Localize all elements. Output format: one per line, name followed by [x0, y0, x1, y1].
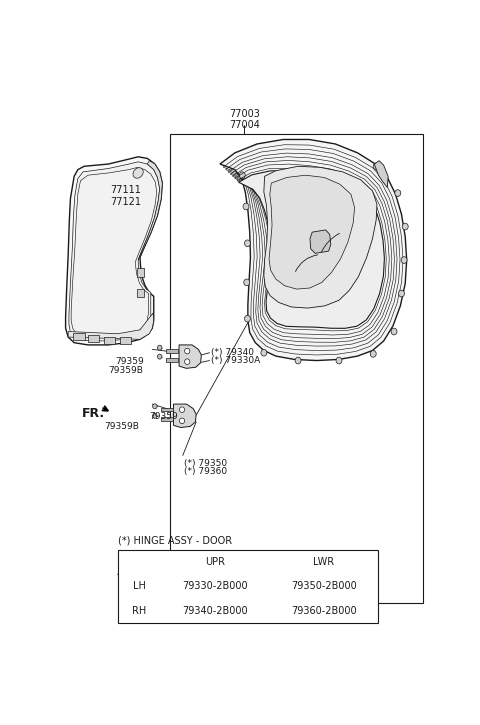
Polygon shape: [138, 161, 162, 260]
Ellipse shape: [391, 328, 397, 335]
Text: (*) HINGE ASSY - DOOR: (*) HINGE ASSY - DOOR: [118, 536, 232, 546]
Ellipse shape: [153, 404, 157, 409]
Polygon shape: [69, 162, 160, 341]
Ellipse shape: [180, 418, 185, 423]
Ellipse shape: [180, 407, 185, 413]
Text: RH: RH: [132, 606, 146, 616]
Ellipse shape: [373, 163, 379, 170]
Polygon shape: [173, 404, 196, 428]
Ellipse shape: [185, 359, 190, 365]
Ellipse shape: [243, 203, 249, 210]
Ellipse shape: [244, 240, 251, 247]
Ellipse shape: [133, 167, 143, 178]
Polygon shape: [310, 230, 331, 253]
Text: (*) 79340: (*) 79340: [211, 348, 253, 357]
Ellipse shape: [295, 357, 301, 364]
Polygon shape: [374, 161, 388, 188]
FancyBboxPatch shape: [104, 336, 115, 344]
FancyBboxPatch shape: [120, 337, 132, 344]
Text: 79330-2B000: 79330-2B000: [182, 581, 248, 592]
Polygon shape: [161, 408, 173, 411]
Text: 79359B: 79359B: [104, 422, 139, 431]
Text: LWR: LWR: [313, 558, 335, 568]
Polygon shape: [166, 358, 178, 362]
Bar: [118, 550, 378, 623]
Ellipse shape: [401, 257, 407, 263]
Text: (*) 79360: (*) 79360: [183, 467, 227, 476]
Polygon shape: [161, 418, 173, 420]
Ellipse shape: [244, 315, 251, 322]
Ellipse shape: [398, 290, 405, 297]
FancyBboxPatch shape: [73, 333, 84, 340]
Text: FR.: FR.: [83, 407, 106, 420]
Text: UPR: UPR: [205, 558, 225, 568]
Ellipse shape: [244, 279, 250, 286]
Polygon shape: [220, 139, 407, 360]
Polygon shape: [269, 175, 355, 289]
FancyBboxPatch shape: [88, 335, 99, 342]
FancyBboxPatch shape: [137, 268, 144, 278]
Text: (*) 79330A: (*) 79330A: [211, 356, 260, 365]
Ellipse shape: [402, 223, 408, 230]
Ellipse shape: [157, 345, 162, 350]
Ellipse shape: [370, 350, 376, 357]
Text: 79360-2B000: 79360-2B000: [291, 606, 357, 616]
Ellipse shape: [336, 357, 342, 364]
Polygon shape: [68, 313, 154, 339]
Ellipse shape: [395, 190, 401, 196]
Text: (*) 79350: (*) 79350: [183, 460, 227, 468]
Polygon shape: [179, 345, 202, 368]
Polygon shape: [264, 166, 377, 308]
Text: 77003
77004: 77003 77004: [228, 109, 260, 130]
Text: 79350-2B000: 79350-2B000: [291, 581, 357, 592]
Polygon shape: [166, 349, 178, 353]
Text: 77111
77121: 77111 77121: [110, 185, 141, 207]
Bar: [170, 134, 423, 603]
Ellipse shape: [240, 172, 245, 178]
Ellipse shape: [261, 349, 267, 356]
Text: 79359: 79359: [149, 412, 178, 421]
Text: LH: LH: [132, 581, 145, 592]
FancyBboxPatch shape: [137, 289, 144, 297]
Text: 79359: 79359: [115, 357, 144, 366]
Ellipse shape: [153, 413, 157, 418]
Ellipse shape: [157, 354, 162, 359]
Polygon shape: [239, 171, 384, 328]
Text: 79340-2B000: 79340-2B000: [182, 606, 248, 616]
Text: 79359B: 79359B: [108, 366, 143, 375]
Polygon shape: [66, 157, 162, 345]
Ellipse shape: [185, 348, 190, 354]
